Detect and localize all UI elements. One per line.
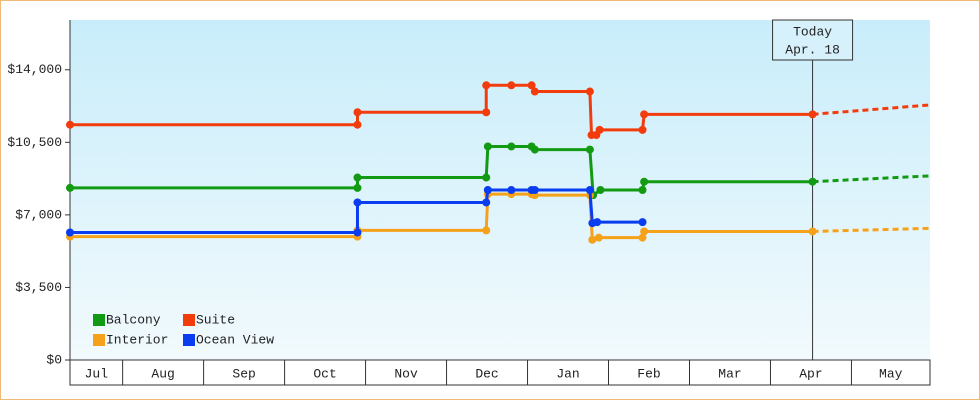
point xyxy=(638,125,647,134)
point xyxy=(640,110,649,119)
x-tick-label: Dec xyxy=(475,366,498,381)
legend-swatch xyxy=(93,334,105,346)
point xyxy=(482,198,491,207)
legend-label: Ocean View xyxy=(196,332,274,347)
x-tick-label: Nov xyxy=(394,366,418,381)
point xyxy=(808,227,817,236)
point xyxy=(482,226,491,235)
legend-label: Suite xyxy=(196,312,235,327)
point xyxy=(638,233,647,242)
point xyxy=(507,81,516,90)
point xyxy=(527,81,536,90)
point xyxy=(353,108,362,117)
point xyxy=(596,186,605,194)
y-tick-label: $14,000 xyxy=(7,62,62,77)
point xyxy=(66,228,74,237)
x-tick-label: Sep xyxy=(232,366,255,381)
point xyxy=(585,186,594,194)
today-label: Today xyxy=(793,24,832,39)
point xyxy=(530,87,539,96)
point xyxy=(808,110,817,119)
legend-label: Balcony xyxy=(106,312,161,327)
point xyxy=(353,183,362,192)
point xyxy=(640,227,649,236)
legend-swatch xyxy=(183,334,195,346)
x-tick-label: Jul xyxy=(85,366,109,381)
today-box xyxy=(772,19,854,61)
point xyxy=(595,125,604,134)
point xyxy=(353,173,362,182)
x-tick-label: May xyxy=(879,366,903,381)
point xyxy=(640,177,649,186)
point xyxy=(530,145,539,154)
y-tick-label: $7,000 xyxy=(15,207,62,222)
x-tick-label: Jan xyxy=(556,366,579,381)
x-tick-label: Aug xyxy=(151,366,174,381)
point xyxy=(593,218,602,227)
point xyxy=(66,120,74,129)
point xyxy=(638,218,647,227)
point xyxy=(482,81,491,90)
point xyxy=(638,186,647,194)
point xyxy=(483,142,492,151)
point xyxy=(585,87,594,96)
y-tick-label: $0 xyxy=(46,352,62,367)
point xyxy=(530,186,539,194)
point xyxy=(353,198,362,207)
y-tick-label: $3,500 xyxy=(15,280,62,295)
x-tick-label: Feb xyxy=(637,366,660,381)
point xyxy=(353,120,362,129)
point xyxy=(808,177,817,186)
point xyxy=(482,173,491,182)
point xyxy=(507,142,516,151)
x-tick-label: Oct xyxy=(313,366,336,381)
legend-swatch xyxy=(93,314,105,326)
point xyxy=(483,186,492,194)
x-axis-band xyxy=(69,359,931,386)
point xyxy=(66,183,74,192)
point xyxy=(353,228,362,237)
x-tick-label: Mar xyxy=(718,366,741,381)
legend-swatch xyxy=(183,314,195,326)
x-tick-label: Apr xyxy=(799,366,822,381)
today-date: Apr. 18 xyxy=(785,42,840,57)
point xyxy=(507,186,516,194)
point xyxy=(482,108,491,117)
point xyxy=(594,233,603,242)
y-tick-label: $10,500 xyxy=(7,135,62,150)
point xyxy=(588,235,597,244)
legend-label: Interior xyxy=(106,332,168,347)
point xyxy=(585,145,594,154)
